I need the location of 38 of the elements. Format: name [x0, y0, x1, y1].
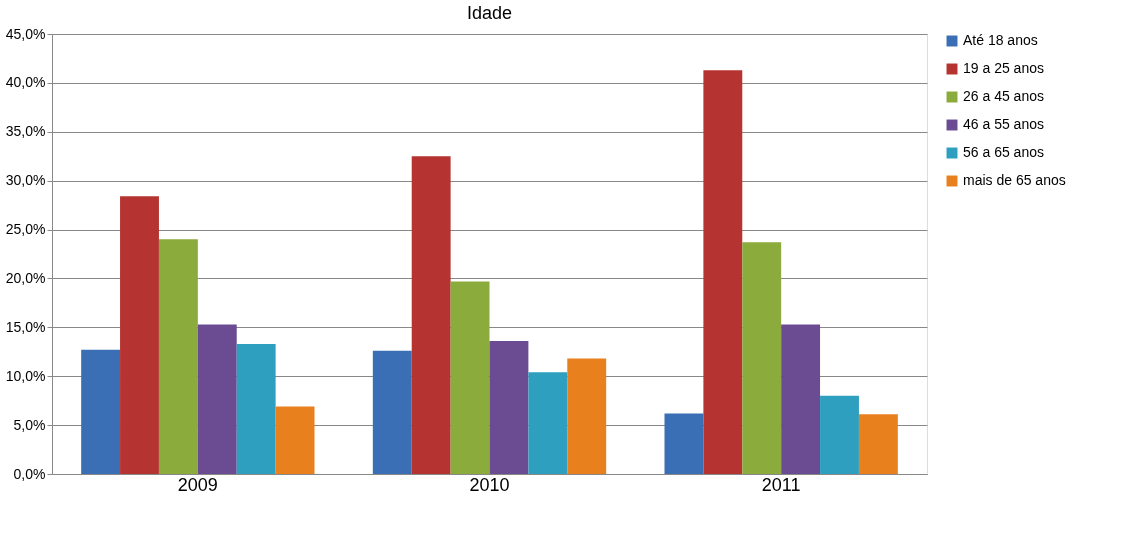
bar [120, 196, 159, 474]
y-tick-label: 35,0% [5, 123, 46, 140]
bar [411, 156, 451, 474]
legend-label: mais de 65 anos [963, 172, 1066, 188]
y-tick-label: 20,0% [5, 269, 46, 286]
bar [664, 413, 704, 474]
bar [703, 70, 743, 474]
y-tick-label: 25,0% [5, 221, 46, 238]
legend-label: 56 a 65 anos [963, 144, 1044, 160]
bar [567, 358, 607, 474]
x-tick-label: 2011 [761, 474, 801, 495]
bar [528, 372, 568, 474]
y-tick-label: 10,0% [5, 367, 46, 384]
legend-label: 19 a 25 anos [963, 60, 1044, 76]
bar [236, 343, 276, 474]
y-tick-label: 5,0% [13, 416, 46, 433]
bar [858, 414, 898, 474]
bar [81, 349, 121, 474]
chart-title: Idade [466, 3, 513, 23]
bar [197, 324, 237, 474]
bar [372, 350, 412, 474]
bar [275, 406, 315, 474]
bar [742, 242, 782, 474]
y-tick-label: 40,0% [5, 74, 46, 91]
y-tick-label: 15,0% [5, 318, 46, 335]
bar [450, 281, 490, 474]
legend-label: Até 18 anos [963, 32, 1038, 48]
bar [489, 341, 529, 474]
legend-label: 26 a 45 anos [963, 88, 1044, 104]
y-tick-label: 0,0% [13, 465, 46, 482]
x-tick-label: 2010 [469, 474, 510, 495]
legend-label: 46 a 55 anos [963, 116, 1044, 132]
y-tick-label: 45,0% [5, 25, 46, 42]
bar [781, 324, 821, 474]
x-tick-label: 2009 [177, 474, 218, 495]
y-tick-label: 30,0% [5, 172, 46, 189]
bar [820, 395, 859, 474]
bar [158, 239, 198, 474]
